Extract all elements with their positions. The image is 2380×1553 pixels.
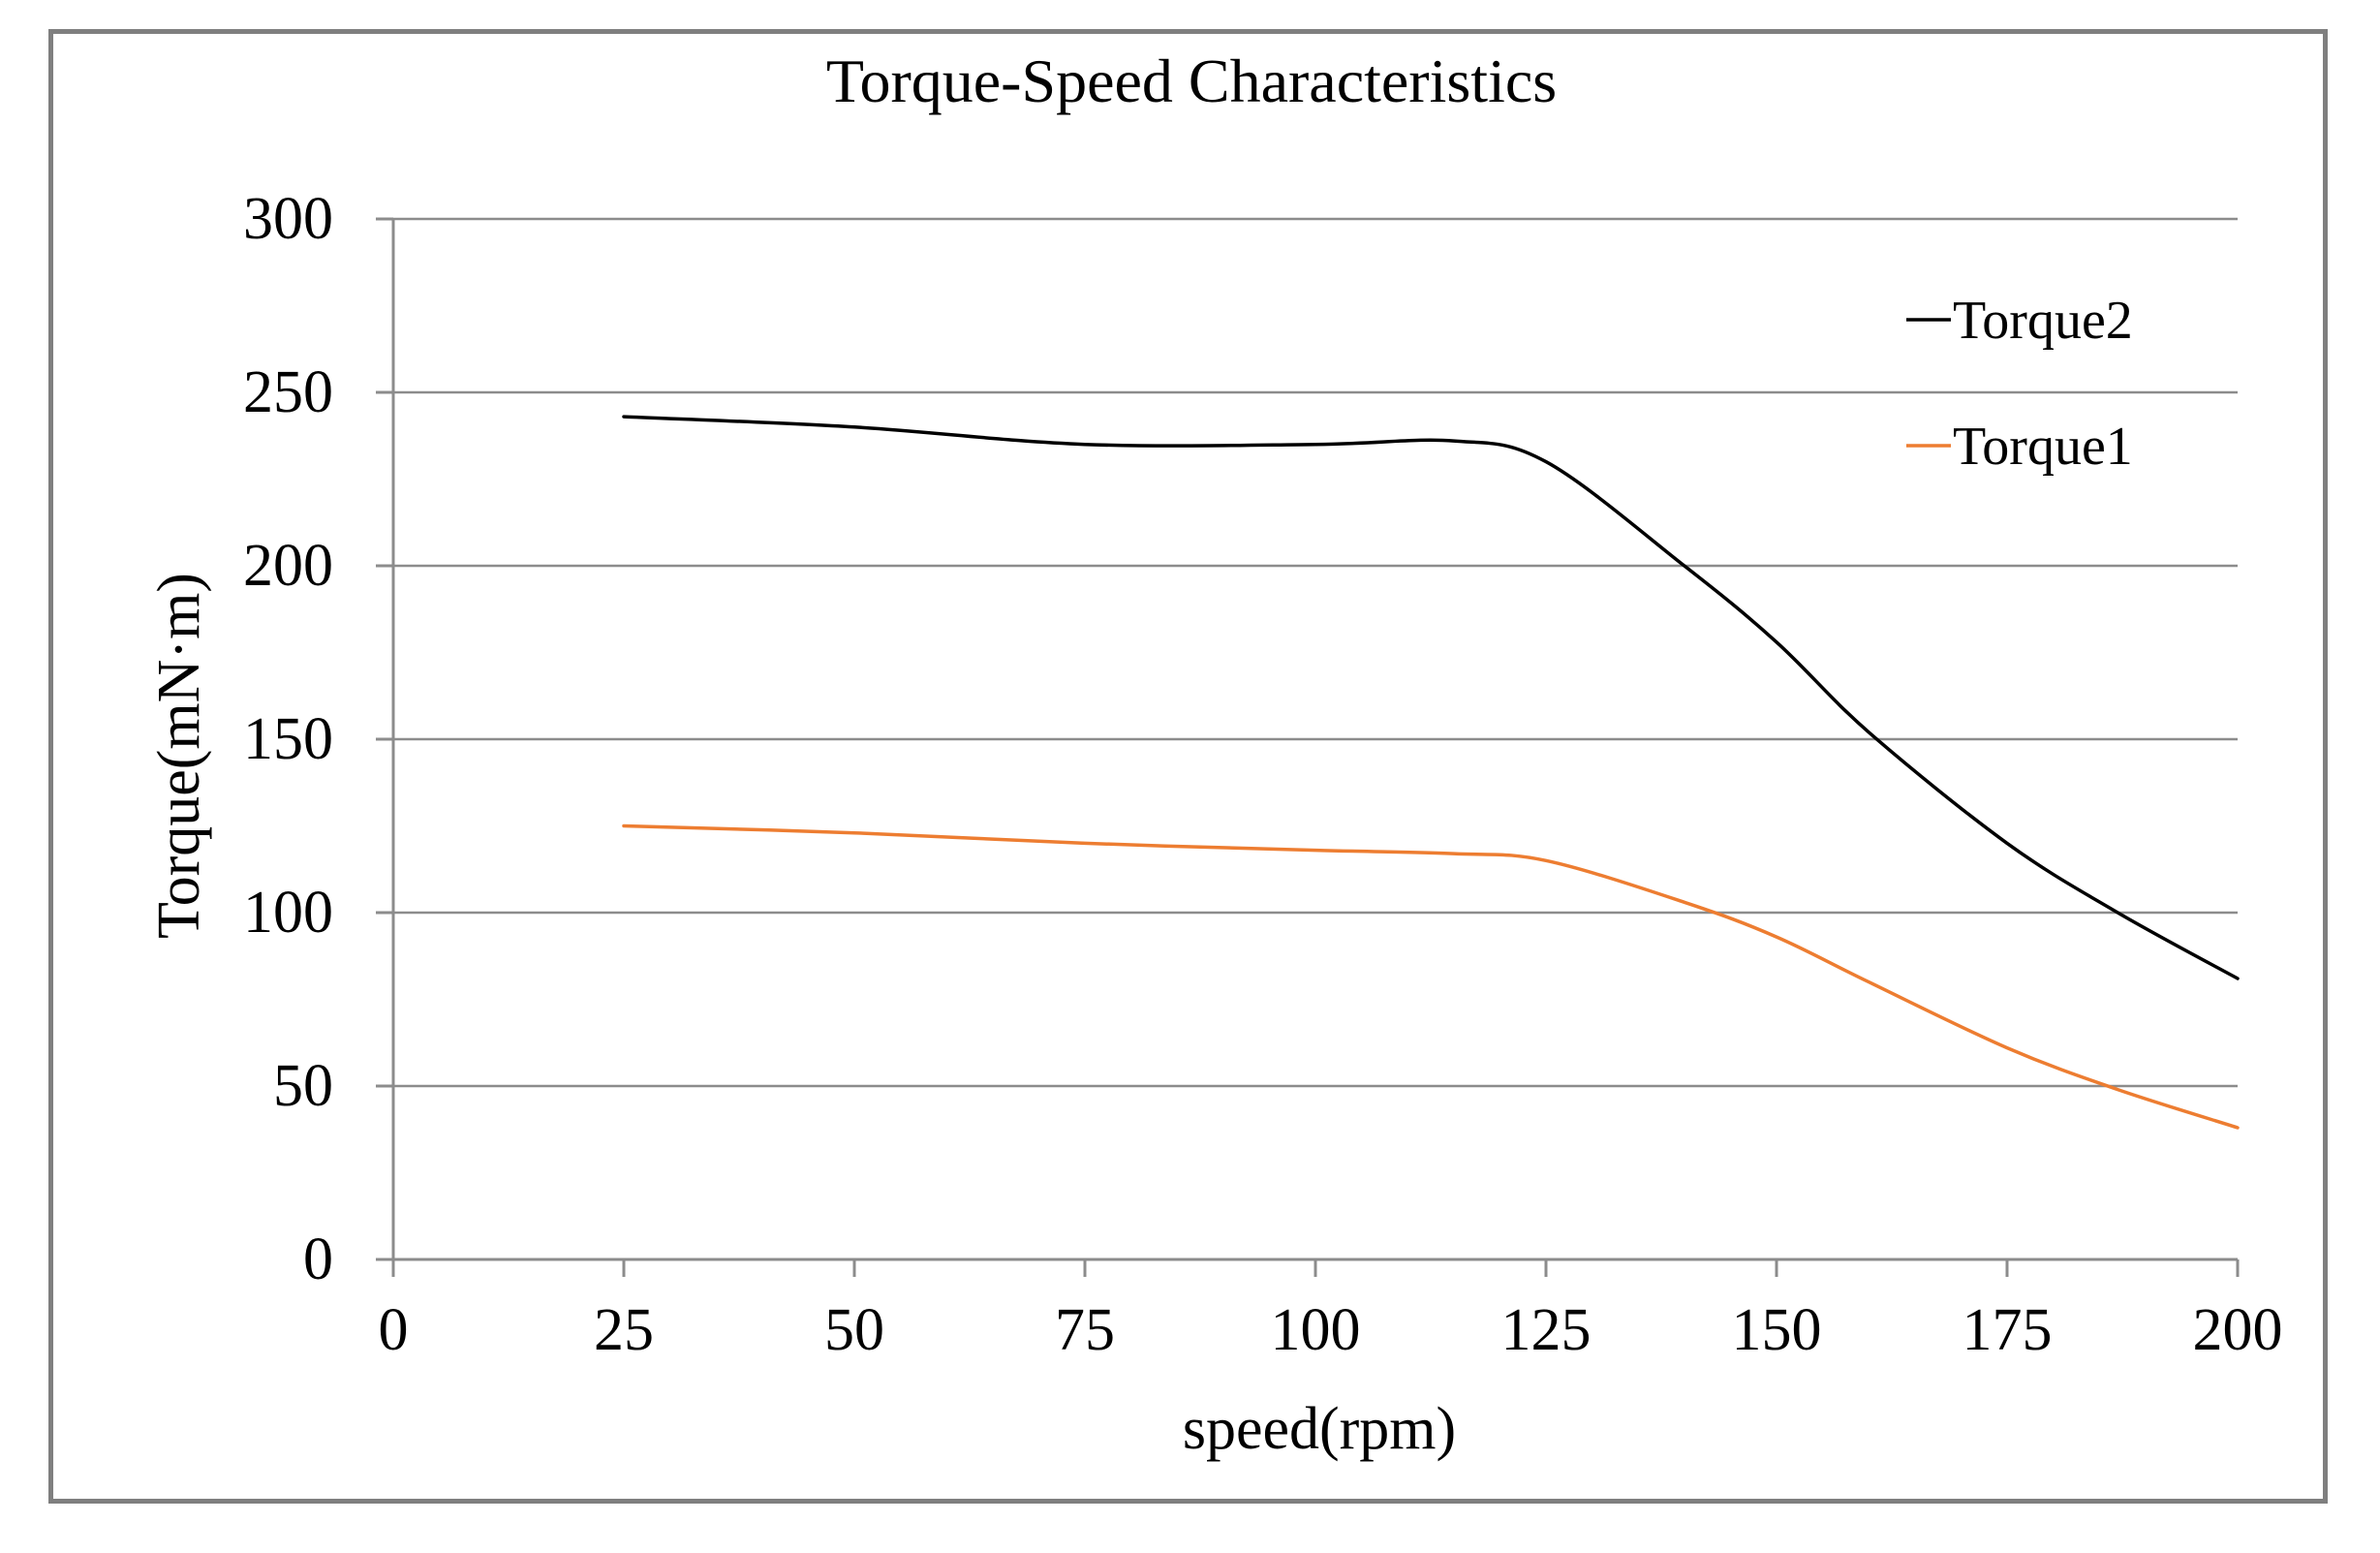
y-tick-label: 50 xyxy=(273,1053,333,1119)
y-tick-label: 0 xyxy=(303,1227,333,1292)
x-tick-label: 175 xyxy=(1963,1297,2053,1363)
axes: 0 50 100 150 200 250 300 0 25 50 75 100 125 150 175 200 xyxy=(243,186,2283,1363)
y-tick-label: 200 xyxy=(243,533,333,599)
chart-title: Torque-Speed Characteristics xyxy=(826,47,1557,115)
y-tick-label: 300 xyxy=(243,186,333,252)
legend-label-torque1: Torque1 xyxy=(1953,417,2133,477)
x-tick-label: 200 xyxy=(2193,1297,2283,1363)
x-tick-label: 25 xyxy=(594,1297,654,1363)
y-tick-label: 250 xyxy=(243,359,333,425)
gridlines xyxy=(393,217,2238,1088)
x-tick-label: 0 xyxy=(379,1297,409,1363)
series-line-torque1 xyxy=(622,823,2240,1130)
y-tick-label: 150 xyxy=(243,706,333,772)
series-lines xyxy=(622,415,2240,1130)
chart-frame xyxy=(48,29,2328,1504)
x-tick-label: 75 xyxy=(1055,1297,1115,1363)
y-axis-label: Torque(mN·m) xyxy=(146,573,212,939)
legend: Torque2 Torque1 xyxy=(1906,291,2133,477)
x-axis-label: speed(rpm) xyxy=(1183,1396,1456,1462)
legend-label-torque2: Torque2 xyxy=(1953,291,2133,351)
series-line-torque2 xyxy=(622,415,2240,980)
x-tick-label: 100 xyxy=(1271,1297,1361,1363)
x-tick-label: 50 xyxy=(824,1297,884,1363)
x-tick-label: 125 xyxy=(1501,1297,1592,1363)
x-tick-label: 150 xyxy=(1732,1297,1822,1363)
y-tick-label: 100 xyxy=(243,880,333,946)
